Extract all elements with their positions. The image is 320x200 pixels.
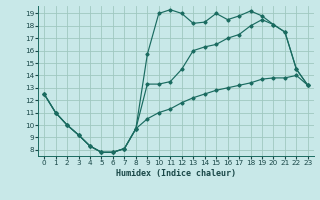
X-axis label: Humidex (Indice chaleur): Humidex (Indice chaleur): [116, 169, 236, 178]
